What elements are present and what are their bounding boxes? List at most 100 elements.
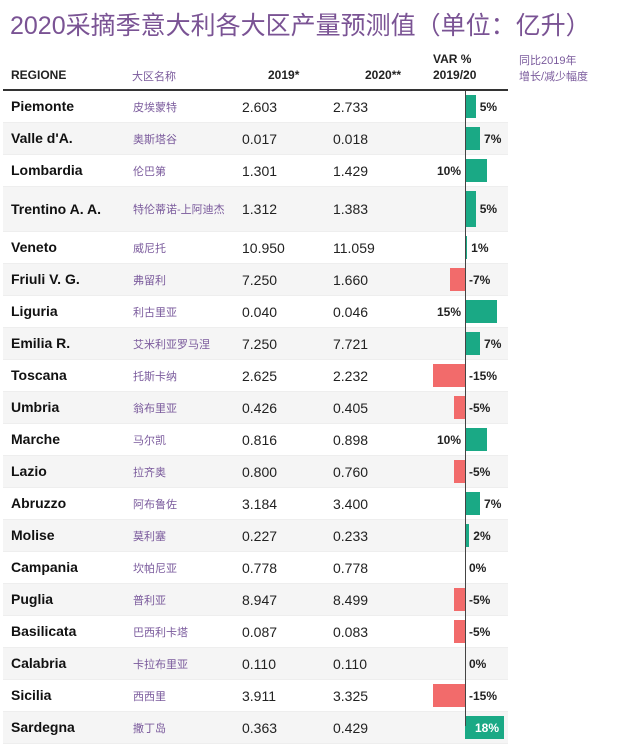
region-cn-name: 特伦蒂诺-上阿迪杰 (133, 204, 225, 216)
value-2020: 8.499 (333, 591, 369, 608)
value-2020: 0.046 (333, 303, 369, 320)
var-bar (465, 492, 481, 515)
region-cn-name: 奥斯塔谷 (133, 133, 177, 146)
var-label: 7% (484, 131, 502, 146)
region-cn-name: 托斯卡纳 (133, 370, 177, 383)
var-label: 7% (484, 496, 502, 511)
header-var-period: 2019/20 (433, 68, 477, 82)
value-2020: 7.721 (333, 335, 369, 352)
region-cn-name: 艾米利亚罗马涅 (133, 338, 210, 351)
region-name: Toscana (11, 367, 67, 383)
table-row: Valle d'A. 奥斯塔谷 0.017 0.018 7% (3, 123, 508, 155)
var-label: 0% (469, 560, 487, 575)
table-row: Umbria 翁布里亚 0.426 0.405 -5% (3, 392, 508, 424)
var-label: -5% (469, 624, 491, 639)
var-label: -5% (469, 464, 491, 479)
value-2019: 0.778 (242, 559, 278, 576)
region-cn-name: 莫利塞 (133, 530, 166, 543)
table-row: Sicilia 西西里 3.911 3.325 -15% (3, 680, 508, 712)
value-2019: 0.110 (242, 655, 276, 672)
var-bar (465, 95, 476, 118)
table-row: Friuli V. G. 弗留利 7.250 1.660 -7% (3, 264, 508, 296)
var-bar (465, 428, 487, 451)
header-region: REGIONE (11, 68, 67, 82)
var-label: -7% (469, 272, 491, 287)
table-row: Liguria 利古里亚 0.040 0.046 15% (3, 296, 508, 328)
header-cn-note1: 同比2019年 (519, 55, 577, 67)
var-label: 7% (484, 336, 502, 351)
region-cn-name: 利古里亚 (133, 306, 177, 319)
value-2020: 1.383 (333, 201, 369, 217)
var-label: 1% (471, 240, 489, 255)
var-label: 0% (469, 656, 487, 671)
region-cn-name: 翁布里亚 (133, 402, 177, 415)
value-2020: 3.325 (333, 687, 369, 704)
value-2020: 0.760 (333, 463, 369, 480)
region-cn-name: 威尼托 (133, 242, 166, 255)
value-2019: 3.911 (242, 687, 276, 704)
var-bar (432, 684, 465, 707)
region-name: Liguria (11, 303, 58, 319)
var-bar (465, 332, 481, 355)
table-row: Toscana 托斯卡纳 2.625 2.232 -15% (3, 360, 508, 392)
region-name: Molise (11, 527, 55, 543)
table-row: Basilicata 巴西利卡塔 0.087 0.083 -5% (3, 616, 508, 648)
table-body: Piemonte 皮埃蒙特 2.603 2.733 5% Valle d'A. 奥斯塔谷 0.… (3, 91, 508, 744)
region-name: Friuli V. G. (11, 271, 80, 287)
value-2020: 0.405 (333, 399, 369, 416)
value-2019: 10.950 (242, 239, 285, 256)
region-name: Abruzzo (11, 495, 67, 511)
value-2020: 0.233 (333, 527, 369, 544)
zero-axis (465, 91, 466, 726)
value-2020: 1.429 (333, 162, 369, 179)
region-name: Basilicata (11, 623, 77, 639)
region-cn-name: 阿布鲁佐 (133, 498, 177, 511)
var-bar (465, 127, 481, 150)
table-row: Campania 坎帕尼亚 0.778 0.778 0% (3, 552, 508, 584)
value-2020: 2.232 (333, 367, 369, 384)
var-label: 10% (436, 432, 461, 447)
value-2019: 3.184 (242, 495, 278, 512)
region-name: Umbria (11, 399, 60, 415)
region-name: Emilia R. (11, 335, 71, 351)
region-cn-name: 弗留利 (133, 274, 166, 287)
var-label: 2% (473, 528, 491, 543)
var-label: 15% (436, 304, 461, 319)
table-row: Lazio 拉齐奥 0.800 0.760 -5% (3, 456, 508, 488)
header-cn: 大区名称 (132, 71, 176, 83)
var-bar (465, 300, 498, 323)
value-2019: 0.816 (242, 431, 278, 448)
var-label: 18% (475, 720, 500, 735)
table-row: Piemonte 皮埃蒙特 2.603 2.733 5% (3, 91, 508, 123)
value-2019: 1.301 (242, 162, 278, 179)
value-2020: 0.083 (333, 623, 369, 640)
var-label: -15% (469, 368, 498, 383)
header-divider (3, 89, 508, 91)
var-label: -5% (469, 592, 491, 607)
value-2020: 11.059 (333, 239, 375, 256)
var-label: 5% (479, 99, 498, 114)
var-label: -5% (469, 400, 491, 415)
value-2019: 0.800 (242, 463, 278, 480)
value-2019: 2.625 (242, 367, 278, 384)
table-row: Marche 马尔凯 0.816 0.898 10% (3, 424, 508, 456)
region-name: Sardegna (11, 719, 75, 735)
var-bar (465, 524, 470, 547)
value-2019: 8.947 (242, 591, 278, 608)
value-2019: 0.363 (242, 719, 278, 736)
region-name: Piemonte (11, 98, 75, 114)
region-name: Lazio (11, 463, 47, 479)
var-bar (465, 236, 468, 259)
region-cn-name: 坎帕尼亚 (133, 562, 177, 575)
region-cn-name: 撒丁岛 (133, 722, 166, 735)
region-name: Calabria (11, 655, 67, 671)
region-cn-name: 卡拉布里亚 (133, 658, 188, 671)
value-2020: 1.660 (333, 271, 369, 288)
header-2019: 2019* (268, 68, 300, 82)
region-name: Trentino A. A. (11, 200, 101, 217)
value-2019: 7.250 (242, 335, 278, 352)
value-2019: 1.312 (242, 201, 278, 217)
region-name: Veneto (11, 239, 57, 255)
table-row: Molise 莫利塞 0.227 0.233 2% (3, 520, 508, 552)
region-cn-name: 皮埃蒙特 (133, 101, 177, 114)
